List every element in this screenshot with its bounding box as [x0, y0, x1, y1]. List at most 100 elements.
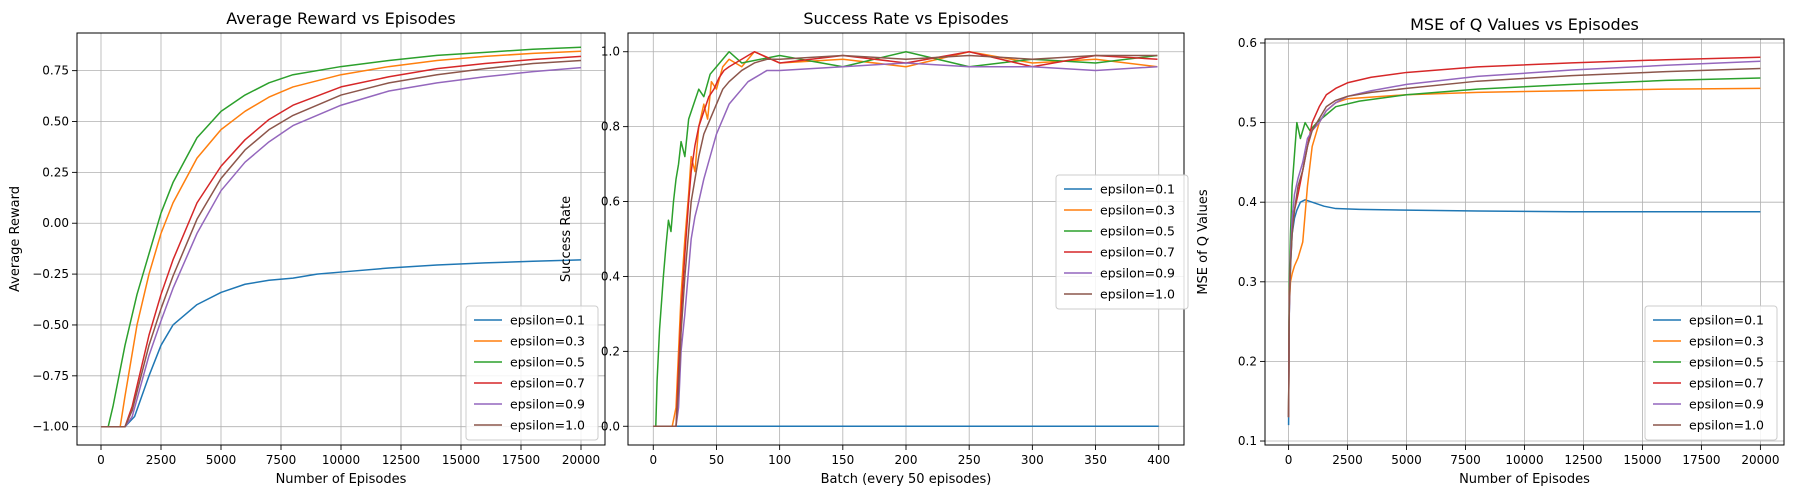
y-tick-label: 0.1	[1238, 434, 1257, 448]
series-line-epsilon-1-0	[101, 59, 582, 428]
legend-label: epsilon=0.7	[1100, 245, 1175, 260]
x-tick-label: 300	[1021, 453, 1044, 467]
y-axis-label: Success Rate	[559, 196, 574, 282]
legend: epsilon=0.1 epsilon=0.3 epsilon=0.5 epsilon…	[1644, 305, 1778, 441]
x-tick-label: 17500	[1682, 453, 1720, 467]
x-axis-label: Number of Episodes	[1459, 472, 1590, 487]
series-line-epsilon-0-5	[1287, 77, 1761, 418]
series-line-epsilon-1-0	[653, 54, 1158, 428]
series-line-epsilon-0-9	[101, 66, 582, 428]
series-line-epsilon-0-5	[101, 46, 582, 428]
y-tick-label: 0.00	[42, 216, 69, 230]
y-tick-label: −0.50	[32, 318, 69, 332]
y-tick-label: 0.4	[1238, 195, 1257, 209]
x-tick-label: 0	[1285, 453, 1293, 467]
chart-panel-2: 0 50 100 150 200 250 300 350 400 0.0 0.2 0.4 0.6 0.8 1…	[559, 9, 1189, 487]
y-tick-label: 0.0	[601, 419, 620, 433]
x-tick-label: 10000	[1505, 453, 1543, 467]
x-tick-label: 20000	[562, 453, 600, 467]
chart-title: Average Reward vs Episodes	[226, 9, 456, 28]
legend-label: epsilon=1.0	[510, 418, 585, 433]
x-tick-label: 20000	[1741, 453, 1779, 467]
legend-label: epsilon=0.7	[510, 376, 585, 391]
x-tick-label: 12500	[382, 453, 420, 467]
y-tick-label: 0.6	[601, 195, 620, 209]
series-line-epsilon-0-3	[653, 50, 1158, 428]
series-line-epsilon-0-9	[1287, 60, 1761, 418]
y-axis-label: Average Reward	[8, 186, 23, 292]
legend-label: epsilon=0.1	[1689, 313, 1764, 328]
y-tick-label: 0.5	[1238, 116, 1257, 130]
series-line-epsilon-0-9	[653, 62, 1158, 428]
x-tick-label: 100	[768, 453, 791, 467]
series-group	[1287, 56, 1761, 426]
chart-panel-1: 0 2500 5000 7500 10000 12500 15000 17500 20000 −1…	[8, 9, 606, 487]
legend: epsilon=0.1 epsilon=0.3 epsilon=0.5 epsilon…	[1055, 174, 1189, 310]
y-tick-label: 0.3	[1238, 275, 1257, 289]
y-tick-label: 0.50	[42, 115, 69, 129]
x-tick-label: 12500	[1564, 453, 1602, 467]
legend-label: epsilon=0.9	[1100, 266, 1175, 281]
x-tick-label: 150	[831, 453, 854, 467]
series-line-epsilon-0-5	[653, 50, 1158, 428]
y-tick-label: 0.8	[601, 120, 620, 134]
y-tick-label: 1.0	[601, 45, 620, 59]
y-tick-label: 0.6	[1238, 36, 1257, 50]
legend-box	[1055, 174, 1189, 310]
x-tick-label: 2500	[1332, 453, 1363, 467]
x-tick-label: 5000	[1391, 453, 1422, 467]
legend-label: epsilon=0.3	[510, 334, 585, 349]
series-group	[653, 50, 1159, 428]
x-tick-label: 250	[958, 453, 981, 467]
legend-label: epsilon=0.1	[510, 313, 585, 328]
legend-label: epsilon=0.9	[1689, 397, 1764, 412]
y-tick-label: 0.2	[601, 344, 620, 358]
x-tick-label: 5000	[206, 453, 237, 467]
chart-title: MSE of Q Values vs Episodes	[1410, 15, 1639, 34]
y-tick-label: −0.25	[32, 267, 69, 281]
legend-label: epsilon=0.5	[1689, 355, 1764, 370]
legend-label: epsilon=1.0	[1689, 418, 1764, 433]
legend-box	[1644, 305, 1778, 441]
series-group	[101, 46, 582, 428]
x-tick-label: 200	[895, 453, 918, 467]
legend-box	[465, 305, 599, 441]
y-tick-label: −1.00	[32, 420, 69, 434]
x-tick-label: 0	[97, 453, 105, 467]
legend-label: epsilon=0.5	[1100, 224, 1175, 239]
x-tick-label: 15000	[442, 453, 480, 467]
x-tick-label: 15000	[1623, 453, 1661, 467]
y-tick-label: 0.75	[42, 64, 69, 78]
legend: epsilon=0.1 epsilon=0.3 epsilon=0.5 epsilon…	[465, 305, 599, 441]
y-tick-label: 0.25	[42, 165, 69, 179]
legend-label: epsilon=0.5	[510, 355, 585, 370]
x-tick-label: 400	[1147, 453, 1170, 467]
y-axis-label: MSE of Q Values	[1196, 189, 1211, 295]
series-line-epsilon-0-7	[101, 55, 582, 428]
legend-label: epsilon=1.0	[1100, 287, 1175, 302]
series-line-epsilon-0-3	[101, 50, 582, 428]
series-line-epsilon-0-7	[653, 50, 1158, 428]
legend-label: epsilon=0.1	[1100, 182, 1175, 197]
y-tick-label: 0.4	[601, 269, 620, 283]
y-tick-label: 0.2	[1238, 354, 1257, 368]
x-axis-label: Number of Episodes	[276, 472, 407, 487]
x-axis-label: Batch (every 50 episodes)	[821, 472, 992, 487]
legend-label: epsilon=0.7	[1689, 376, 1764, 391]
x-tick-label: 17500	[502, 453, 540, 467]
legend-label: epsilon=0.9	[510, 397, 585, 412]
y-tick-label: −0.75	[32, 369, 69, 383]
x-tick-label: 7500	[1450, 453, 1481, 467]
legend-label: epsilon=0.3	[1100, 203, 1175, 218]
chart-title: Success Rate vs Episodes	[803, 9, 1008, 28]
series-line-epsilon-0-1	[101, 259, 582, 428]
x-tick-label: 350	[1084, 453, 1107, 467]
x-tick-label: 2500	[146, 453, 177, 467]
x-tick-label: 7500	[266, 453, 297, 467]
legend-label: epsilon=0.3	[1689, 334, 1764, 349]
x-tick-label: 0	[649, 453, 657, 467]
chart-panel-3: 0 2500 5000 7500 10000 12500 15000 17500 20000 0.…	[1196, 15, 1785, 487]
x-tick-label: 10000	[322, 453, 360, 467]
series-line-epsilon-1-0	[1287, 67, 1761, 418]
